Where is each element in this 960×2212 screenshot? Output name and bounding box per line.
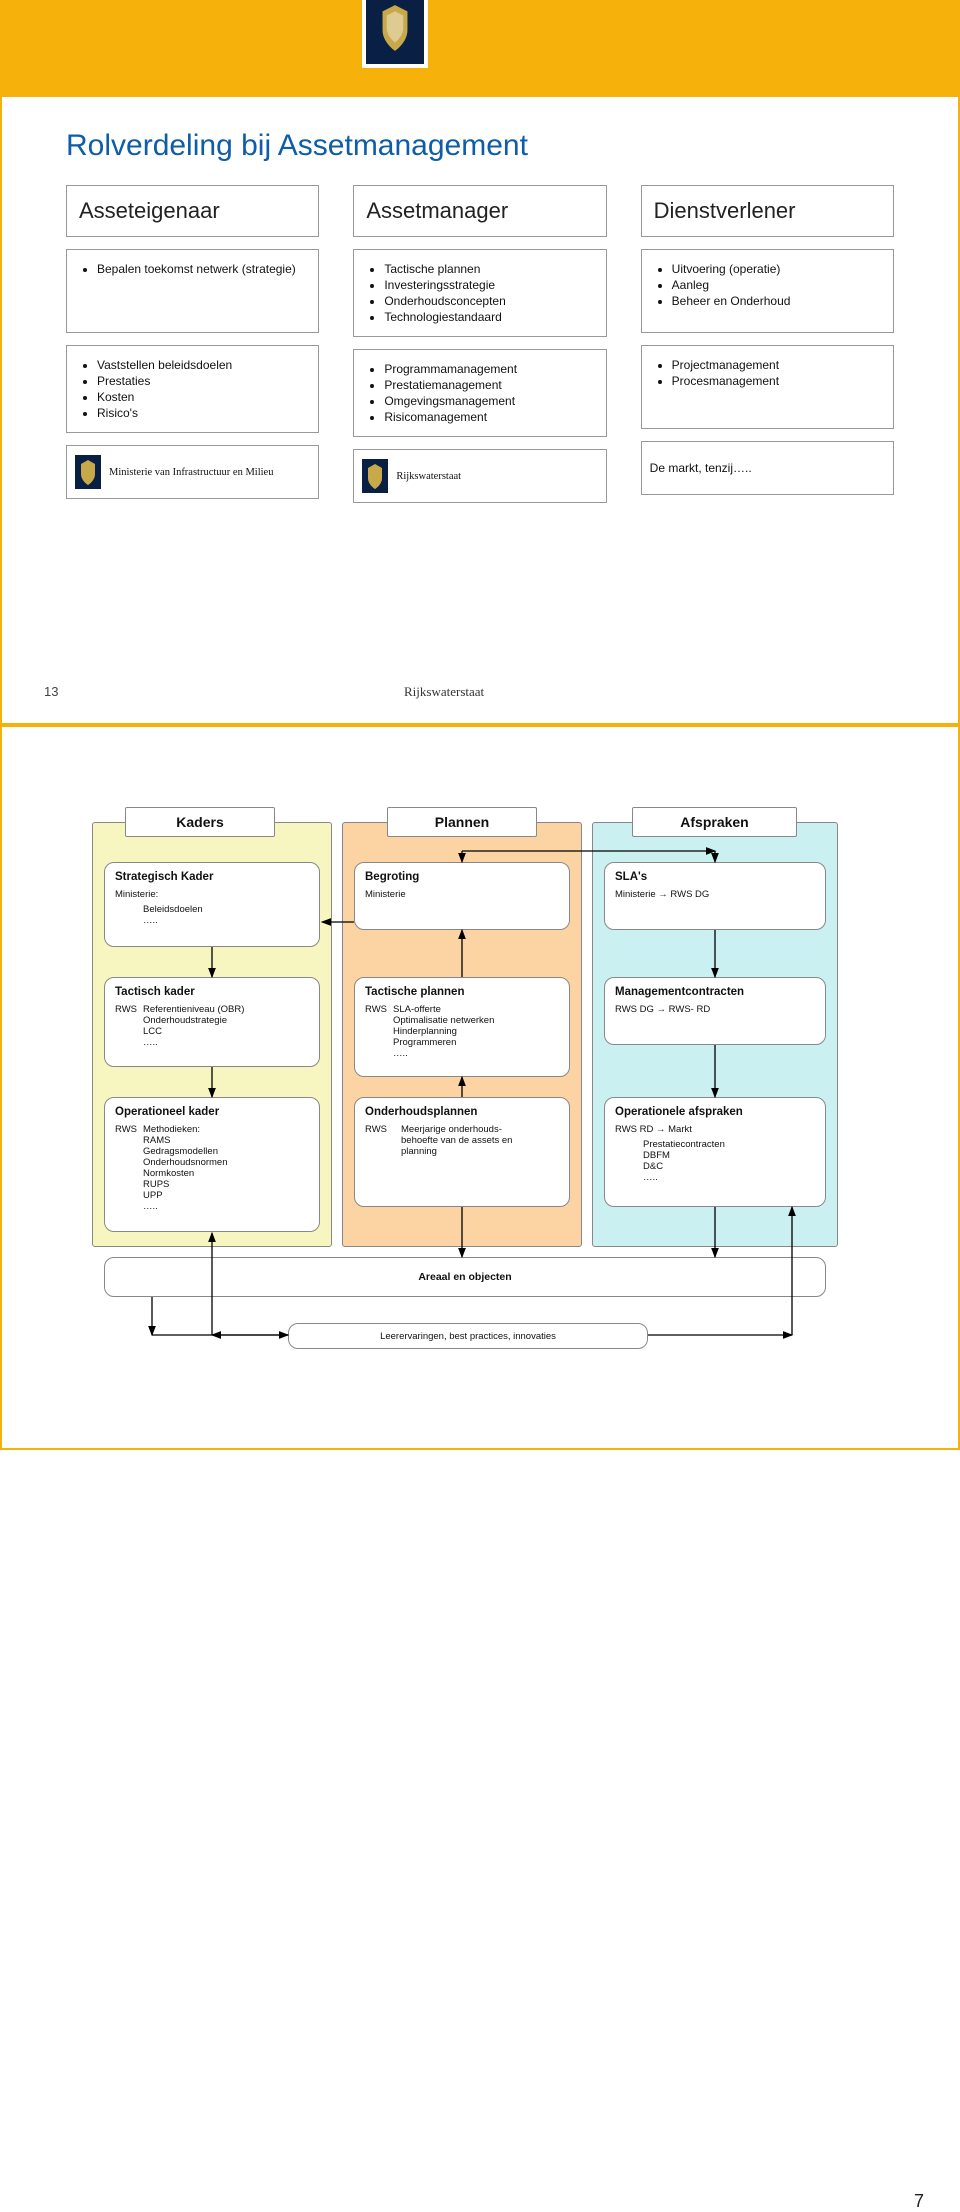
slide-title: Rolverdeling bij Assetmanagement <box>66 129 894 163</box>
col-header: Asseteigenaar <box>66 185 319 237</box>
card-title: Tactisch kader <box>115 986 311 998</box>
card: Tactische plannen RWS SLA-offerteOptimal… <box>354 977 570 1077</box>
crest-icon <box>75 455 101 489</box>
card-title: Begroting <box>365 871 561 883</box>
col-box: Programmamanagement Prestatiemanagement Om… <box>353 349 606 437</box>
card-sub: RWS <box>365 1124 387 1153</box>
list-item: Procesmanagement <box>672 374 885 388</box>
list-item: Kosten <box>97 390 310 404</box>
card-title: Operationele afspraken <box>615 1106 817 1118</box>
header-bar <box>2 2 958 97</box>
areaal-box: Areaal en objecten <box>104 1257 826 1297</box>
slide-1: Rolverdeling bij Assetmanagement Assetei… <box>0 0 960 725</box>
col-box: Projectmanagement Procesmanagement <box>641 345 894 429</box>
tab-kaders: Kaders <box>125 807 275 837</box>
card-sub: Ministerie <box>365 889 561 900</box>
page-number: 13 <box>44 684 58 699</box>
list-b-0: Vaststellen beleidsdoelen Prestaties Koste… <box>85 358 310 420</box>
card-title: Operationeel kader <box>115 1106 311 1118</box>
card-sub: Ministerie → RWS DG <box>615 889 817 900</box>
feedback-box: Leerervaringen, best practices, innovati… <box>288 1323 648 1349</box>
list-item: Investeringsstrategie <box>384 278 597 292</box>
list-a-2: Uitvoering (operatie) Aanleg Beheer en Ond… <box>660 262 885 308</box>
list-a-1: Tactische plannen Investeringsstrategie On… <box>372 262 597 324</box>
footer-org: Rijkswaterstaat <box>404 684 484 700</box>
list-a-0: Bepalen toekomst netwerk (strategie) <box>85 262 310 276</box>
list-item: Technologiestandaard <box>384 310 597 324</box>
card-title: Managementcontracten <box>615 986 817 998</box>
card-lines: SLA-offerteOptimalisatie netwerkenHinder… <box>393 1004 494 1059</box>
list-item: Risico's <box>97 406 310 420</box>
slide1-footer: 13 Rijkswaterstaat <box>44 684 58 699</box>
list-item: Bepalen toekomst netwerk (strategie) <box>97 262 310 276</box>
card-title: SLA's <box>615 871 817 883</box>
card-title: Strategisch Kader <box>115 871 311 883</box>
col-header: Assetmanager <box>353 185 606 237</box>
list-item: Uitvoering (operatie) <box>672 262 885 276</box>
org-label: Ministerie van Infrastructuur en Milieu <box>109 467 273 478</box>
list-item: Aanleg <box>672 278 885 292</box>
org-label: Rijkswaterstaat <box>396 471 461 482</box>
card-lines: Beleidsdoelen ….. <box>143 904 311 926</box>
card: SLA's Ministerie → RWS DG <box>604 862 826 930</box>
diagram: Kaders Plannen Afspraken Strategisch Kad… <box>92 807 852 1367</box>
col-header: Dienstverlener <box>641 185 894 237</box>
card: Begroting Ministerie <box>354 862 570 930</box>
list-item: Prestatiemanagement <box>384 378 597 392</box>
card: Operationeel kader RWS Methodieken:RAMSG… <box>104 1097 320 1232</box>
col-box: Bepalen toekomst netwerk (strategie) <box>66 249 319 333</box>
crest-logo <box>362 0 428 68</box>
card: Strategisch Kader Ministerie: Beleidsdoe… <box>104 862 320 947</box>
card: Managementcontracten RWS DG → RWS- RD <box>604 977 826 1045</box>
page-number-bottom: 7 <box>914 2191 924 2212</box>
org-box: De markt, tenzij….. <box>641 441 894 495</box>
list-item: Tactische plannen <box>384 262 597 276</box>
card-lines: PrestatiecontractenDBFMD&C….. <box>643 1139 817 1183</box>
col-box: Uitvoering (operatie) Aanleg Beheer en Ond… <box>641 249 894 333</box>
columns: Asseteigenaar Bepalen toekomst netwerk (… <box>66 185 894 503</box>
list-b-1: Programmamanagement Prestatiemanagement Om… <box>372 362 597 424</box>
card-title: Tactische plannen <box>365 986 561 998</box>
col-box: Tactische plannen Investeringsstrategie On… <box>353 249 606 337</box>
list-item: Prestaties <box>97 374 310 388</box>
card-sub: RWS <box>365 1004 387 1055</box>
card-sub: RWS DG → RWS- RD <box>615 1004 817 1015</box>
list-item: Vaststellen beleidsdoelen <box>97 358 310 372</box>
slide-2: Kaders Plannen Afspraken Strategisch Kad… <box>0 725 960 1450</box>
org-box: Rijkswaterstaat <box>353 449 606 503</box>
list-item: Projectmanagement <box>672 358 885 372</box>
list-item: Programmamanagement <box>384 362 597 376</box>
col-box: Vaststellen beleidsdoelen Prestaties Koste… <box>66 345 319 433</box>
card: Onderhoudsplannen RWS Meerjarige onderho… <box>354 1097 570 1207</box>
crest-icon <box>362 459 388 493</box>
card-sub: RWS <box>115 1004 137 1044</box>
tab-plannen: Plannen <box>387 807 537 837</box>
card-title: Onderhoudsplannen <box>365 1106 561 1118</box>
card-lines: Methodieken:RAMSGedragsmodellenOnderhoud… <box>143 1124 228 1212</box>
tab-afspraken: Afspraken <box>632 807 797 837</box>
list-item: Risicomanagement <box>384 410 597 424</box>
card-sub: Ministerie: <box>115 889 311 900</box>
card: Tactisch kader RWS Referentieniveau (OBR… <box>104 977 320 1067</box>
list-item: Beheer en Onderhoud <box>672 294 885 308</box>
list-item: Onderhoudsconcepten <box>384 294 597 308</box>
card-sub: RWS RD → Markt <box>615 1124 817 1135</box>
list-item: Omgevingsmanagement <box>384 394 597 408</box>
card-lines: Referentieniveau (OBR)Onderhoudstrategie… <box>143 1004 244 1048</box>
card-sub: RWS <box>115 1124 137 1208</box>
card: Operationele afspraken RWS RD → Markt Pr… <box>604 1097 826 1207</box>
org-label: De markt, tenzij….. <box>650 461 752 475</box>
list-b-2: Projectmanagement Procesmanagement <box>660 358 885 388</box>
org-box: Ministerie van Infrastructuur en Milieu <box>66 445 319 499</box>
card-lines: Meerjarige onderhouds-behoefte van de as… <box>401 1124 512 1157</box>
